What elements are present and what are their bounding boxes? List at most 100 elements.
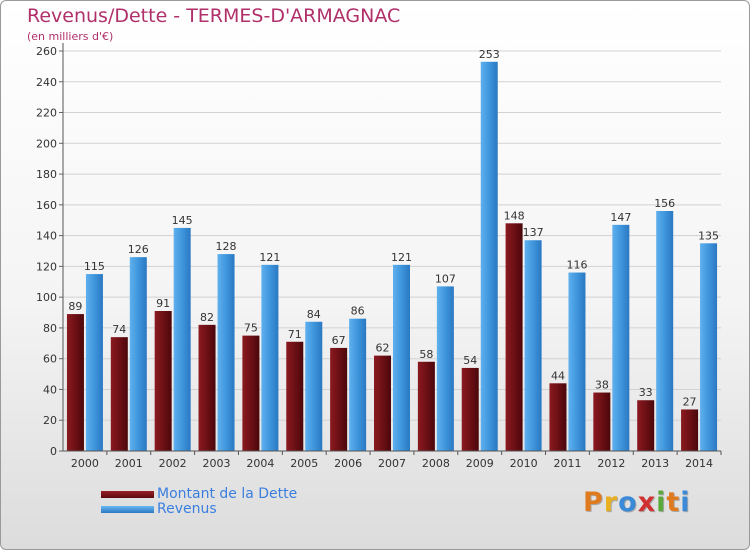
bar-revenus [261, 264, 279, 451]
chart-subtitle: (en milliers d'€) [27, 30, 114, 43]
data-label-revenus: 84 [307, 308, 321, 321]
data-label-dette: 27 [683, 395, 697, 408]
data-label-dette: 74 [112, 323, 126, 336]
y-tick-label: 180 [36, 168, 57, 181]
bars: 89 115 74 126 91 145 82 128 75 121 71 84 67 86 62 121 58… [66, 48, 719, 452]
legend-swatch-dette [101, 491, 154, 498]
bar-dette [110, 337, 128, 451]
y-tick-label: 160 [36, 199, 57, 212]
x-tick-label: 2000 [71, 457, 99, 470]
logo-letter: P [583, 487, 604, 518]
data-label-dette: 89 [68, 300, 82, 313]
x-tick-label: 2009 [466, 457, 494, 470]
data-label-revenus: 253 [479, 48, 500, 61]
data-label-dette: 33 [639, 386, 653, 399]
legend-label-dette: Montant de la Dette [157, 486, 298, 502]
gridlines [63, 50, 721, 421]
bar-dette [549, 383, 567, 451]
bar-dette [330, 347, 348, 451]
y-tick-label: 20 [43, 414, 57, 427]
bar-revenus [129, 257, 147, 451]
data-label-revenus: 107 [435, 272, 456, 285]
data-label-revenus: 128 [216, 240, 237, 253]
y-tick-label: 200 [36, 137, 57, 150]
data-label-revenus: 121 [259, 251, 280, 264]
legend-label-revenus: Revenus [157, 501, 217, 517]
logo-letter: x [637, 487, 657, 518]
bar-revenus [349, 318, 367, 451]
x-tick-label: 2008 [422, 457, 450, 470]
data-label-revenus: 145 [172, 214, 193, 227]
logo-letter: t [666, 487, 681, 518]
x-tick-label: 2002 [159, 457, 187, 470]
data-label-dette: 75 [244, 322, 258, 335]
y-tick-label: 0 [50, 445, 57, 458]
data-label-dette: 54 [463, 354, 477, 367]
bar-revenus [656, 211, 674, 451]
bar-dette [637, 400, 655, 451]
x-tick-label: 2001 [115, 457, 143, 470]
bar-revenus [480, 61, 498, 452]
data-label-dette: 82 [200, 311, 214, 324]
data-label-revenus: 116 [566, 259, 587, 272]
bar-revenus [173, 227, 191, 451]
data-label-dette: 67 [332, 334, 346, 347]
y-tick-label: 140 [36, 230, 57, 243]
bar-dette [154, 311, 172, 451]
bar-dette [505, 223, 523, 451]
logo-letter: r [603, 487, 619, 518]
x-tick-label: 2006 [334, 457, 362, 470]
bar-revenus [305, 321, 323, 451]
data-label-revenus: 121 [391, 251, 412, 264]
x-tick-label: 2011 [553, 457, 581, 470]
data-label-revenus: 135 [698, 229, 719, 242]
data-label-dette: 91 [156, 297, 170, 310]
data-label-dette: 71 [288, 328, 302, 341]
bar-dette [286, 341, 304, 451]
bar-dette [66, 314, 84, 451]
data-label-revenus: 156 [654, 197, 675, 210]
bar-revenus [85, 274, 103, 451]
bar-revenus [700, 243, 718, 451]
data-label-revenus: 147 [610, 211, 631, 224]
x-tick-label: 2007 [378, 457, 406, 470]
x-tick-label: 2014 [685, 457, 713, 470]
bar-dette [242, 335, 260, 451]
data-label-dette: 148 [504, 209, 525, 222]
logo-letter: o [618, 487, 638, 518]
bar-dette [593, 392, 611, 451]
y-tick-label: 40 [43, 383, 57, 396]
bar-dette [198, 324, 216, 451]
bar-dette [461, 367, 479, 451]
bar-dette [417, 361, 435, 451]
y-tick-label: 120 [36, 260, 57, 273]
data-label-revenus: 137 [523, 226, 544, 239]
data-label-dette: 62 [376, 342, 390, 355]
axes: 0 20 40 60 80 100 120 140 160 180 200 220 240 260 2000… [36, 43, 722, 470]
data-label-revenus: 86 [351, 305, 365, 318]
bar-revenus [217, 254, 235, 451]
legend-swatch-revenus [101, 506, 154, 513]
logo-letter: i [680, 487, 691, 518]
bar-revenus [612, 224, 630, 451]
proxiti-logo: Proxiti [583, 487, 691, 518]
bar-revenus [436, 286, 454, 451]
y-tick-label: 100 [36, 291, 57, 304]
y-tick-label: 260 [36, 45, 57, 58]
bar-revenus [568, 272, 586, 451]
bar-dette [374, 355, 391, 451]
y-tick-label: 220 [36, 107, 57, 120]
x-tick-label: 2004 [246, 457, 274, 470]
logo-letter: i [656, 487, 667, 518]
x-tick-label: 2003 [203, 457, 231, 470]
bar-dette [681, 409, 699, 451]
chart-title: Revenus/Dette - TERMES-D'ARMAGNAC [27, 5, 401, 27]
bar-revenus [393, 264, 410, 451]
data-label-dette: 38 [595, 379, 609, 392]
data-label-dette: 58 [419, 348, 433, 361]
data-label-revenus: 115 [84, 260, 105, 273]
data-label-revenus: 126 [128, 243, 149, 256]
data-label-dette: 44 [551, 369, 565, 382]
